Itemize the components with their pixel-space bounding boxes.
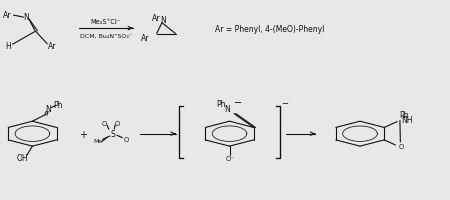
Text: Ar: Ar [3, 11, 11, 19]
Text: Ar: Ar [141, 34, 149, 42]
Text: S: S [110, 130, 115, 138]
Text: Me₂S⁺Cl⁻: Me₂S⁺Cl⁻ [90, 19, 121, 25]
Text: O: O [399, 144, 404, 150]
Text: Ar = Phenyl, 4-(MeO)-Phenyl: Ar = Phenyl, 4-(MeO)-Phenyl [215, 25, 325, 33]
Text: N: N [225, 105, 230, 113]
Text: Ar: Ar [49, 42, 57, 51]
Text: O: O [114, 120, 120, 126]
Text: N: N [161, 16, 166, 25]
Text: Ar: Ar [152, 14, 160, 23]
Text: N: N [46, 105, 51, 113]
Text: Ph: Ph [400, 111, 409, 120]
Text: Me: Me [94, 139, 103, 143]
Text: N: N [23, 13, 29, 22]
Text: DCM, Bu₄N⁺SO₃⁻: DCM, Bu₄N⁺SO₃⁻ [80, 34, 132, 38]
Text: O⁻: O⁻ [225, 155, 234, 161]
Text: +: + [79, 129, 87, 139]
Text: O: O [102, 121, 107, 127]
Text: H: H [5, 42, 11, 51]
Text: OH: OH [17, 154, 28, 162]
Text: Ph: Ph [216, 100, 226, 108]
Text: −: − [234, 97, 242, 107]
Text: −: − [281, 99, 288, 108]
Text: Ph: Ph [54, 101, 63, 109]
Text: O: O [123, 136, 129, 142]
Text: NH: NH [401, 115, 413, 124]
